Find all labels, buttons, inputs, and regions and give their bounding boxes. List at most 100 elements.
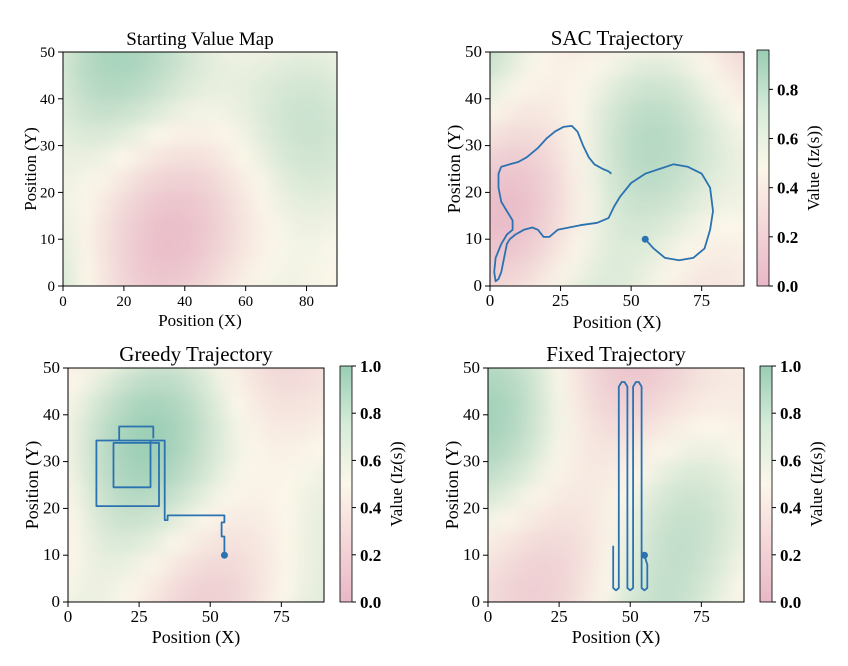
heatmap-cell: [287, 54, 306, 79]
heatmap-cell: [212, 416, 230, 441]
heatmap-cell: [97, 553, 115, 578]
heatmap-cell: [488, 507, 502, 532]
colorbar-tick-label: 0.0: [777, 277, 798, 296]
heatmap-cell: [533, 368, 552, 372]
heatmap-cell: [488, 576, 502, 601]
heatmap-cell: [500, 553, 519, 578]
heatmap-cell: [182, 77, 201, 102]
heatmap-cell: [252, 260, 271, 285]
heatmap-cell: [340, 55, 358, 79]
heatmap-cell: [550, 485, 568, 509]
heatmap-cell: [196, 576, 214, 601]
heatmap-cell: [584, 260, 602, 285]
heatmap-cell: [252, 146, 271, 170]
x-tick-label: 75: [693, 291, 710, 310]
heatmap-cell: [261, 485, 280, 509]
heatmap-cell: [731, 485, 744, 509]
heatmap-cell: [146, 553, 165, 578]
x-ticks-1: 0 25 50 75: [486, 286, 710, 310]
x-tick-label: 0: [484, 607, 493, 626]
heatmap-cell: [551, 100, 569, 125]
heatmap-cell: [147, 260, 167, 285]
heatmap-cell: [649, 52, 667, 56]
heatmap-cell: [584, 146, 602, 170]
heatmap-cell: [488, 462, 502, 486]
heatmap-cell: [583, 393, 601, 418]
heatmap-cell: [200, 214, 219, 239]
heatmap-cell: [217, 260, 236, 285]
colorbar-label: Value (Iz(s)): [804, 125, 823, 210]
heatmap-cell: [340, 260, 358, 284]
heatmap-cell: [599, 416, 617, 441]
heatmap-cell: [196, 370, 214, 395]
heatmap-cell: [245, 576, 263, 601]
heatmap-cell: [304, 283, 324, 286]
heatmap-cell: [633, 283, 651, 286]
heatmap-cell: [698, 123, 716, 148]
heatmap-cell: [212, 462, 230, 486]
heatmap-cell: [294, 462, 313, 486]
x-axis-label-3: Position (X): [572, 627, 661, 648]
heatmap-cell: [113, 416, 132, 441]
heatmap-cell: [519, 260, 537, 285]
heatmap-cell: [77, 214, 97, 239]
heatmap-cell: [517, 576, 535, 601]
heatmap-cell: [228, 507, 247, 532]
heatmap-cell: [113, 599, 132, 602]
heatmap-cell: [163, 370, 181, 395]
heatmap-cell: [130, 77, 149, 102]
heatmap-cell: [600, 169, 618, 193]
colorbar-2: 0.0 0.2 0.4 0.6 0.8 1.0 Value (Iz(s)): [339, 357, 406, 612]
heatmap-cell: [261, 530, 280, 555]
heatmap-cell: [182, 169, 201, 193]
heatmap-cell: [535, 237, 553, 262]
heatmap-cell: [517, 393, 535, 418]
heatmap-cell: [112, 169, 132, 193]
heatmap-cell: [165, 123, 184, 148]
heatmap-cell: [681, 530, 700, 555]
heatmap-cell: [551, 283, 569, 286]
heatmap-cell: [568, 52, 586, 56]
heatmap-cell: [550, 370, 568, 395]
heatmap-cell: [517, 370, 535, 395]
heatmap-cell: [112, 237, 132, 262]
heatmap-cell: [517, 530, 535, 555]
heatmap-cell: [97, 393, 115, 418]
heatmap-cell: [488, 599, 502, 602]
heatmap-cell: [269, 146, 289, 170]
heatmap-cell: [130, 169, 149, 193]
heatmap-cell: [165, 260, 184, 285]
heatmap-cell: [583, 599, 601, 602]
heatmap-cell: [584, 191, 602, 216]
heatmap-cell: [68, 507, 82, 532]
heatmap-cell: [182, 100, 201, 125]
heatmap-3: [488, 368, 744, 602]
heatmap-cell: [584, 169, 602, 193]
heatmap-cell: [228, 599, 247, 602]
x-tick-label: 25: [551, 607, 568, 626]
heatmap-cell: [304, 237, 324, 262]
heatmap-cell: [551, 123, 569, 148]
colorbar-tick-label: 0.0: [360, 593, 381, 612]
heatmap-cell: [304, 77, 324, 102]
heatmap-cell: [517, 553, 535, 578]
heatmap-cell: [147, 283, 167, 286]
heatmap-cell: [617, 214, 635, 239]
heatmap-cell: [583, 368, 601, 372]
heatmap-cell: [649, 191, 667, 216]
heatmap-cell: [632, 599, 650, 602]
x-axis-label-0: Position (X): [158, 311, 242, 330]
heatmap-cell: [196, 416, 214, 441]
heatmap-cell: [617, 237, 635, 262]
heatmap-cell: [261, 416, 280, 441]
y-axis-label-1: Position (Y): [444, 125, 465, 214]
heatmap-cell: [698, 370, 716, 395]
heatmap-cell: [311, 485, 324, 509]
heatmap-cell: [616, 416, 634, 441]
heatmap-cell: [698, 237, 716, 262]
heatmap-cell: [269, 52, 289, 56]
heatmap-cell: [340, 32, 358, 56]
heatmap-cell: [682, 77, 700, 102]
heatmap-cell: [550, 599, 568, 602]
heatmap-cell: [245, 507, 263, 532]
